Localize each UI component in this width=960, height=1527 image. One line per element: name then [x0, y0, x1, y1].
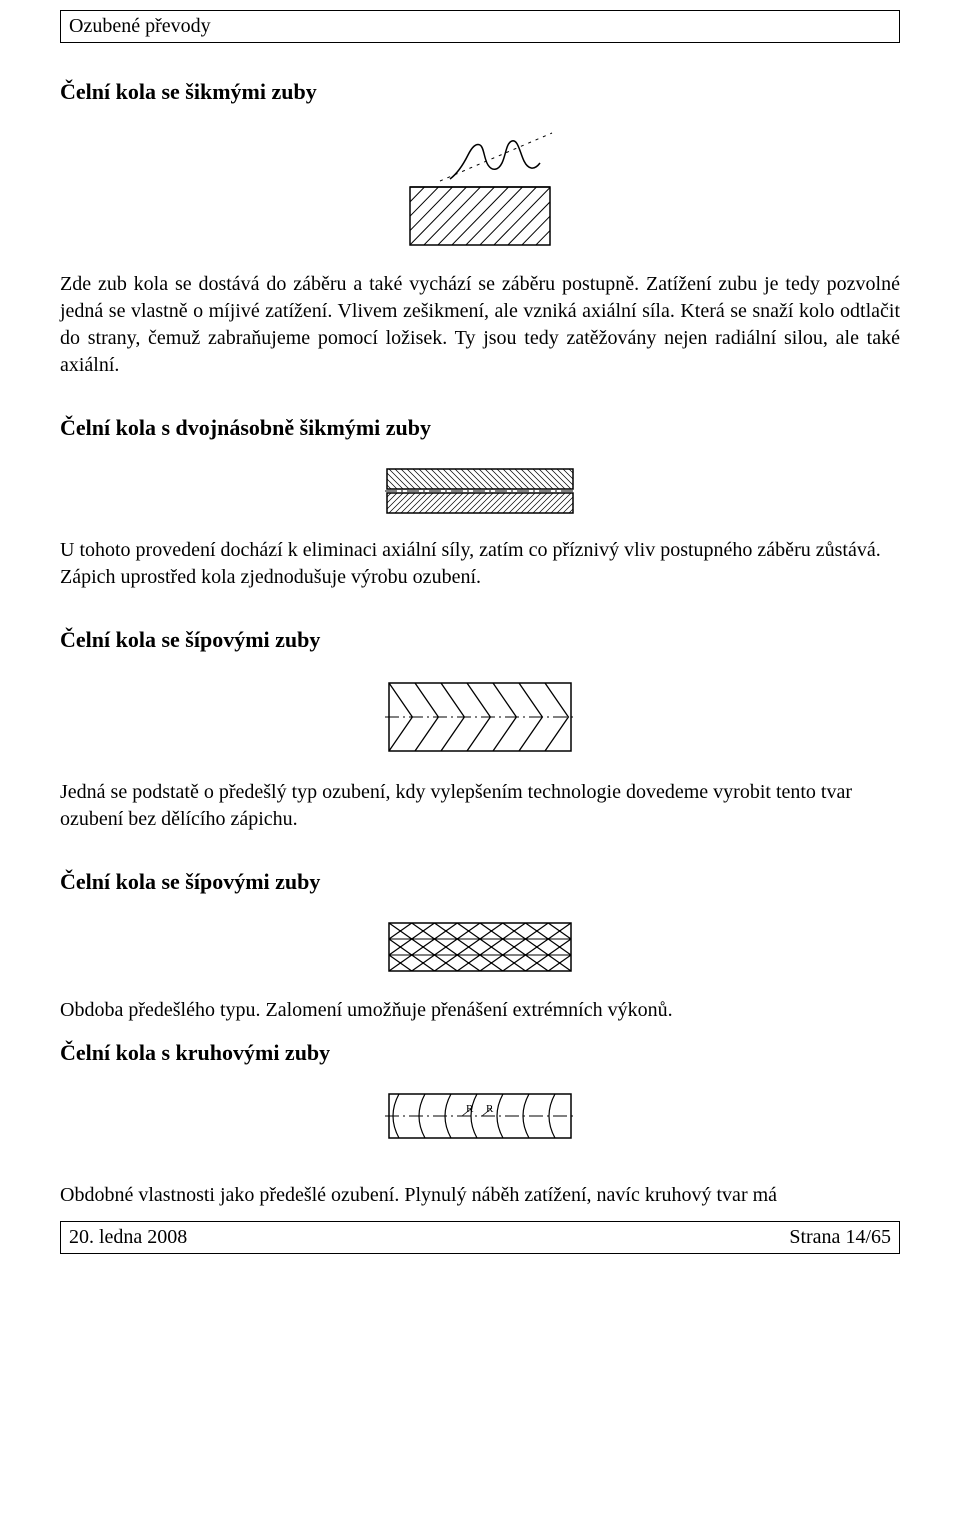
section-para-4b: Obdobné vlastnosti jako předešlé ozubení…: [60, 1182, 900, 1209]
page: Ozubené převody Čelní kola se šikmými zu…: [0, 0, 960, 1264]
section-para-1: Zde zub kola se dostává do záběru a také…: [60, 271, 900, 379]
section-para-2: U tohoto provedení dochází k eliminaci a…: [60, 537, 900, 591]
figure-helical-gear: [60, 129, 900, 249]
header-title: Ozubené převody: [69, 15, 211, 37]
svg-text:R: R: [466, 1103, 474, 1115]
footer-page: Strana 14/65: [789, 1226, 891, 1249]
section-heading-3: Čelní kola se šípovými zuby: [60, 627, 900, 653]
section-heading-1: Čelní kola se šikmými zuby: [60, 79, 900, 105]
section-para-4a: Obdoba předešlého typu. Zalomení umožňuj…: [60, 997, 900, 1024]
section-heading-4: Čelní kola se šípovými zuby: [60, 869, 900, 895]
figure-herringbone-svg: [385, 677, 575, 757]
figure-zigzag-svg: [385, 919, 575, 975]
section-heading-5: Čelní kola s kruhovými zuby: [60, 1040, 900, 1066]
svg-text:R: R: [486, 1103, 494, 1115]
page-footer: 20. ledna 2008 Strana 14/65: [60, 1221, 900, 1254]
figure-double-helical: [60, 465, 900, 515]
page-header: Ozubené převody: [60, 10, 900, 43]
figure-circular-arc: RR: [60, 1090, 900, 1142]
figure-double-helical-svg: [385, 465, 575, 515]
section-para-3: Jedná se podstatě o předešlý typ ozubení…: [60, 779, 900, 833]
figure-circular-arc-svg: RR: [385, 1090, 575, 1142]
figure-helical-gear-svg: [380, 129, 580, 249]
figure-herringbone: [60, 677, 900, 757]
section-heading-2: Čelní kola s dvojnásobně šikmými zuby: [60, 415, 900, 441]
figure-zigzag: [60, 919, 900, 975]
footer-date: 20. ledna 2008: [69, 1226, 187, 1249]
